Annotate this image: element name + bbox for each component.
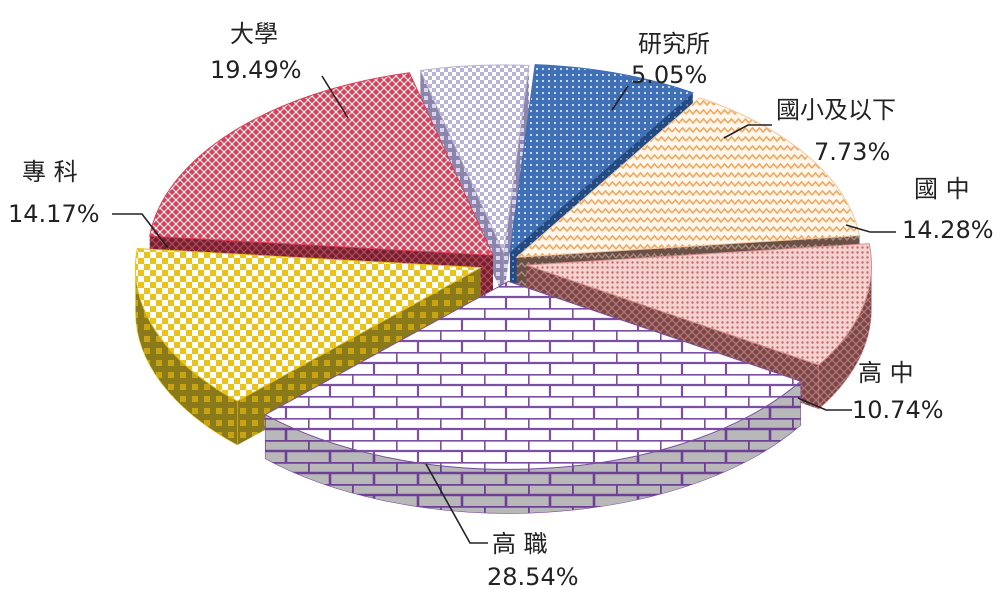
leader-line-senior-high <box>797 397 852 411</box>
leader-line-junior-high <box>845 224 896 233</box>
slice-label-senior-high: 高 中 <box>858 359 914 387</box>
pie-slices <box>135 64 872 514</box>
slice-label-junior-college: 專 科 <box>22 158 78 186</box>
leader-line-junior-college <box>112 213 169 249</box>
pie-slice-junior-college <box>135 248 483 446</box>
leader-line-graduate <box>611 85 629 111</box>
pie-slice-wall-graduate-1 <box>503 65 529 297</box>
slice-label-vocational: 高 職 <box>492 530 548 558</box>
pie-slice-top-vocational <box>264 280 802 470</box>
slice-value-senior-high: 10.74% <box>852 396 944 424</box>
slice-labels: 研究所 5.05% 國小及以下 7.73% 國 中 14.28% 高 中 10.… <box>8 20 994 590</box>
leader-line-university <box>321 75 349 119</box>
slice-value-graduate: 5.05% <box>631 61 707 89</box>
slice-label-elementary: 國小及以下 <box>776 96 896 124</box>
slice-label-graduate: 研究所 <box>638 30 710 58</box>
pie-slice-top-university <box>149 72 494 256</box>
pie-slice-top-elementary <box>509 64 694 254</box>
slice-value-elementary: 7.73% <box>814 138 890 166</box>
pie-slice-top-junior-college <box>135 248 483 402</box>
slice-value-vocational: 28.54% <box>487 563 579 590</box>
pie-slice-top-graduate <box>419 64 530 255</box>
slice-label-junior-high: 國 中 <box>914 175 970 203</box>
pie-slice-top-senior-high <box>526 243 872 366</box>
slice-value-university: 19.49% <box>210 56 302 84</box>
pie-slice-top-junior-high <box>515 97 861 258</box>
leader-line-vocational <box>425 463 488 544</box>
slice-label-university: 大學 <box>230 20 278 48</box>
pie-slice-vocational <box>264 280 802 514</box>
slice-value-junior-college: 14.17% <box>8 200 100 228</box>
leader-line-elementary <box>723 124 772 139</box>
slice-value-junior-high: 14.28% <box>902 216 994 244</box>
